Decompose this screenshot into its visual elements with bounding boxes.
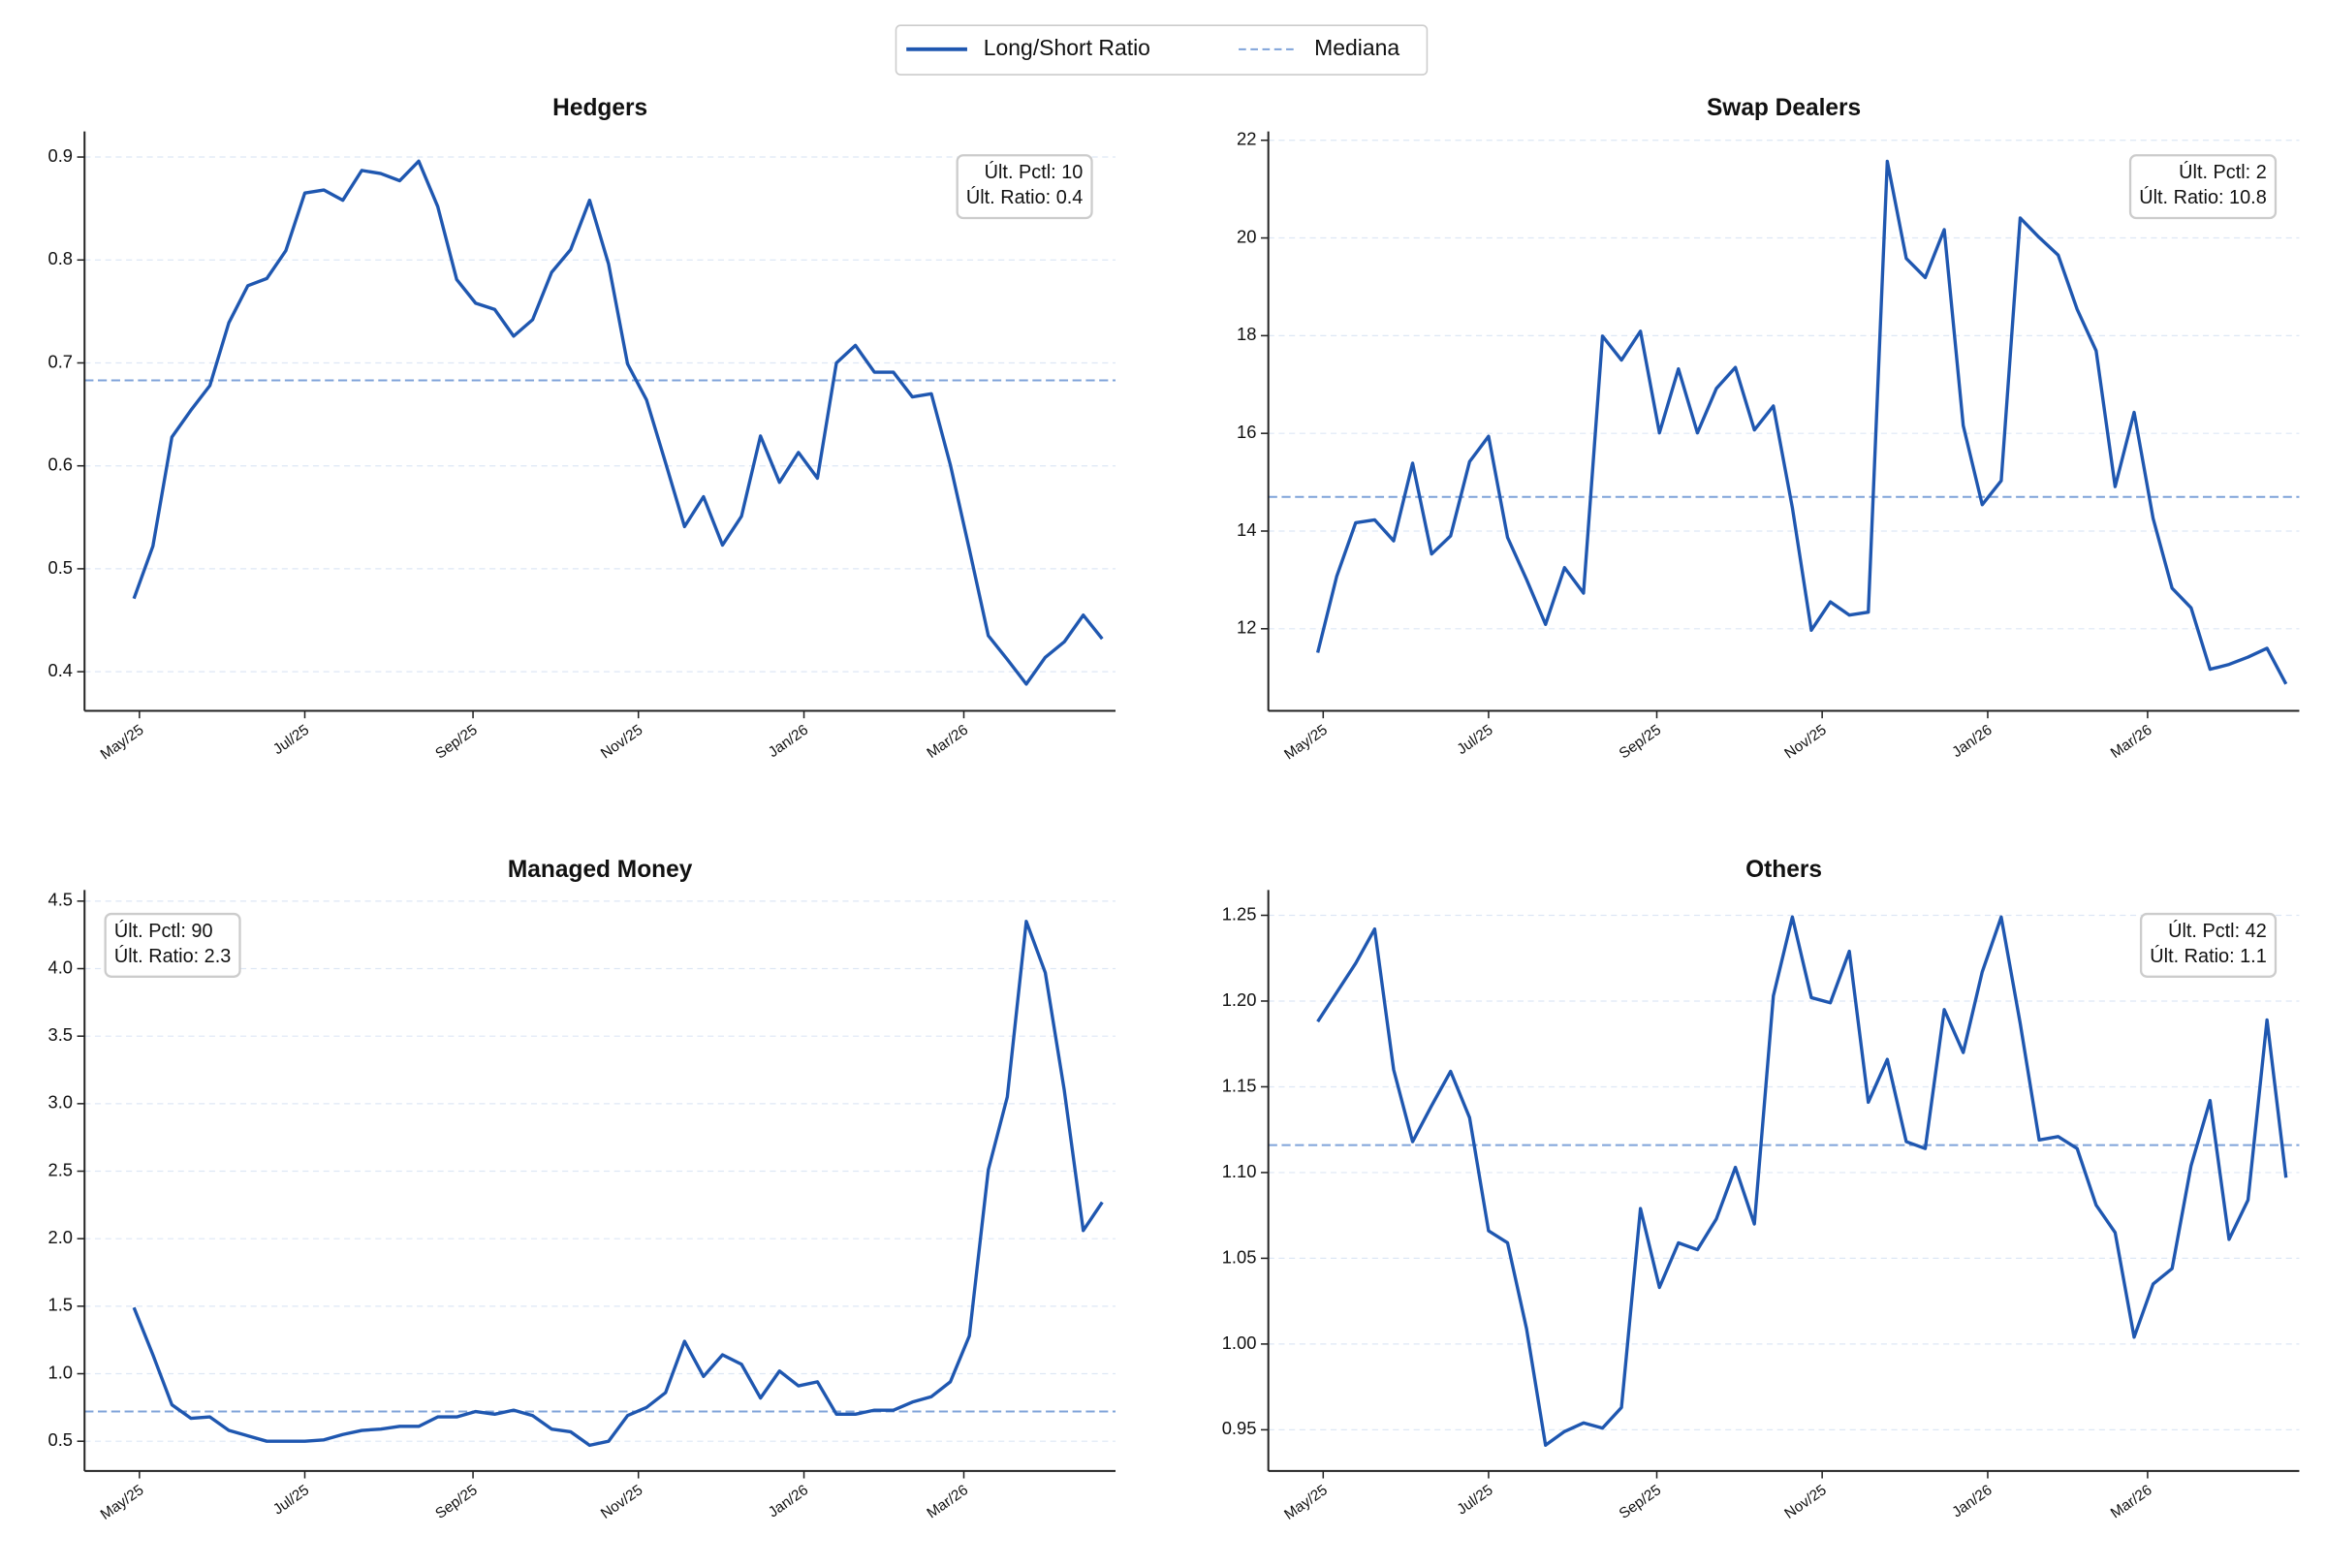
legend: Long/Short Ratio Mediana bbox=[895, 24, 1429, 76]
annotation-text: Últ. Pctl: 10 bbox=[985, 161, 1084, 183]
x-tick-label: May/25 bbox=[1281, 1482, 1331, 1523]
x-tick-label: May/25 bbox=[1281, 722, 1331, 764]
x-tick-label: Jul/25 bbox=[270, 722, 312, 759]
y-tick-label: 0.6 bbox=[47, 455, 73, 475]
y-tick-label: 22 bbox=[1237, 129, 1256, 149]
x-tick-label: Jul/25 bbox=[270, 1482, 312, 1519]
x-tick-label: Jul/25 bbox=[1454, 722, 1495, 759]
y-tick-label: 4.0 bbox=[47, 956, 73, 977]
x-tick-label: Sep/25 bbox=[432, 1482, 480, 1522]
chart-title: Managed Money bbox=[508, 857, 693, 883]
annotation-text: Últ. Ratio: 1.1 bbox=[2150, 945, 2266, 967]
x-tick-label: May/25 bbox=[98, 1482, 147, 1523]
x-tick-label: Nov/25 bbox=[598, 1482, 645, 1522]
y-tick-label: 2.0 bbox=[47, 1227, 73, 1247]
x-tick-label: Jul/25 bbox=[1454, 1482, 1495, 1519]
annotation-text: Últ. Pctl: 2 bbox=[2179, 161, 2267, 183]
x-tick-label: Jan/26 bbox=[1949, 1482, 1995, 1521]
chart-title: Others bbox=[1745, 857, 1822, 883]
annotation-box bbox=[2139, 912, 2278, 978]
annotation-box bbox=[104, 912, 241, 978]
x-tick-label: Nov/25 bbox=[1781, 1482, 1829, 1522]
annotation: Últ. Pctl: 2 Últ. Ratio: 10.8 bbox=[2128, 154, 2278, 220]
x-tick-label: Mar/26 bbox=[2108, 1482, 2155, 1521]
y-tick-label: 1.10 bbox=[1222, 1161, 1257, 1181]
x-tick-label: Mar/26 bbox=[924, 1482, 971, 1521]
y-tick-label: 0.7 bbox=[47, 351, 73, 371]
x-tick-label: Nov/25 bbox=[598, 722, 645, 763]
legend-label: Mediana bbox=[1314, 35, 1399, 60]
y-tick-label: 1.20 bbox=[1222, 989, 1257, 1010]
y-tick-label: 14 bbox=[1237, 519, 1256, 540]
y-tick-label: 1.00 bbox=[1222, 1333, 1257, 1353]
x-tick-label: Mar/26 bbox=[924, 722, 971, 762]
annotation: Últ. Pctl: 42 Últ. Ratio: 1.1 bbox=[2139, 912, 2278, 978]
y-tick-label: 20 bbox=[1237, 226, 1256, 246]
y-tick-label: 1.25 bbox=[1222, 903, 1257, 924]
y-tick-label: 18 bbox=[1237, 324, 1256, 344]
y-tick-label: 3.5 bbox=[47, 1024, 73, 1045]
annotation-text: Últ. Ratio: 2.3 bbox=[114, 945, 231, 967]
y-tick-label: 0.4 bbox=[47, 660, 73, 680]
x-tick-label: Sep/25 bbox=[1617, 722, 1664, 763]
y-tick-label: 0.95 bbox=[1222, 1418, 1257, 1438]
annotation: Últ. Pctl: 10 Últ. Ratio: 0.4 bbox=[956, 154, 1093, 220]
annotation-box bbox=[2128, 154, 2278, 220]
x-tick-label: Jan/26 bbox=[766, 1482, 811, 1521]
data-line bbox=[132, 920, 1104, 1448]
annotation-text: Últ. Pctl: 90 bbox=[114, 920, 213, 942]
y-tick-label: 0.9 bbox=[47, 145, 73, 166]
y-tick-label: 4.5 bbox=[47, 890, 73, 910]
annotation: Últ. Pctl: 90 Últ. Ratio: 2.3 bbox=[104, 912, 241, 978]
annotation-text: Últ. Ratio: 10.8 bbox=[2139, 186, 2267, 208]
data-line bbox=[1315, 159, 2288, 685]
legend-label: Long/Short Ratio bbox=[984, 35, 1150, 60]
x-tick-label: Nov/25 bbox=[1781, 722, 1829, 763]
x-tick-label: Mar/26 bbox=[2108, 722, 2155, 762]
legend-box bbox=[895, 24, 1429, 76]
y-tick-label: 1.0 bbox=[47, 1362, 73, 1382]
x-tick-label: Sep/25 bbox=[1617, 1482, 1664, 1522]
y-tick-label: 2.5 bbox=[47, 1159, 73, 1179]
annotation-text: Últ. Pctl: 42 bbox=[2168, 920, 2267, 942]
x-tick-label: Sep/25 bbox=[432, 722, 480, 763]
y-tick-label: 1.15 bbox=[1222, 1075, 1257, 1095]
y-tick-label: 12 bbox=[1237, 617, 1256, 638]
y-tick-label: 0.8 bbox=[47, 248, 73, 268]
y-tick-label: 16 bbox=[1237, 422, 1256, 442]
chart-title: Hedgers bbox=[552, 95, 647, 121]
data-line bbox=[1316, 915, 2288, 1447]
y-tick-label: 1.5 bbox=[47, 1295, 73, 1315]
annotation-text: Últ. Ratio: 0.4 bbox=[966, 186, 1083, 208]
y-tick-label: 1.05 bbox=[1222, 1246, 1257, 1267]
x-tick-label: Jan/26 bbox=[1949, 722, 1995, 761]
y-tick-label: 0.5 bbox=[47, 557, 73, 578]
data-line bbox=[132, 159, 1104, 686]
x-tick-label: May/25 bbox=[98, 722, 147, 764]
y-tick-label: 0.5 bbox=[47, 1429, 73, 1450]
x-tick-label: Jan/26 bbox=[766, 722, 811, 761]
y-tick-label: 3.0 bbox=[47, 1092, 73, 1113]
annotation-box bbox=[956, 154, 1093, 220]
chart-title: Swap Dealers bbox=[1707, 95, 1861, 121]
